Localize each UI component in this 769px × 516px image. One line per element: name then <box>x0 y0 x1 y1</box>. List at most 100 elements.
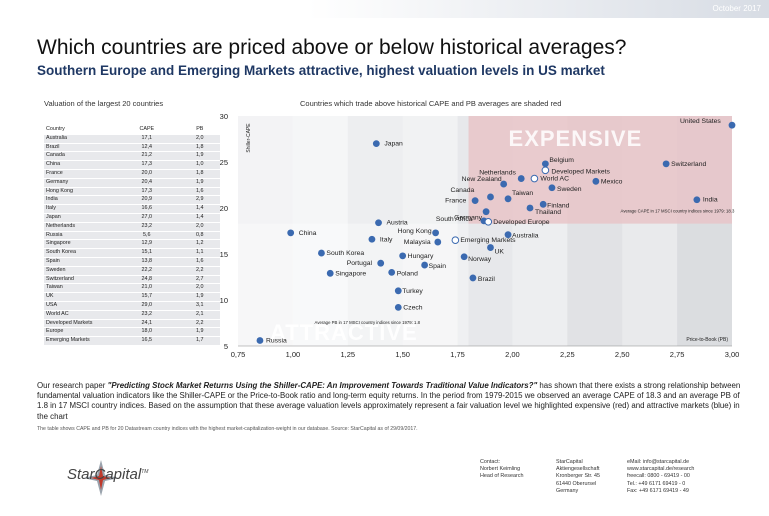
x-tick-label: 2,25 <box>560 350 575 359</box>
table-row: Singapore 12,9 1,2 <box>44 239 220 250</box>
pb-cell: 1,9 <box>179 151 220 162</box>
table-row: Hong Kong 17,3 1,6 <box>44 187 220 197</box>
table-row: Taiwan 21,0 2,0 <box>44 283 220 294</box>
country-cell: USA <box>44 301 114 311</box>
table-row: Spain 13,8 1,6 <box>44 257 220 267</box>
point-label: Australia <box>512 233 539 240</box>
table-row: Australia 17,1 2,0 <box>44 134 220 144</box>
expensive-label: EXPENSIVE <box>509 126 643 151</box>
cape-cell: 15,1 <box>114 248 180 258</box>
pb-cell: 1,2 <box>179 239 220 250</box>
y-tick-label: 5 <box>224 342 228 351</box>
pb-cell: 1,6 <box>179 257 220 267</box>
point-label: United States <box>680 118 721 125</box>
country-cell: Switzerland <box>44 275 114 285</box>
cape-cell: 21,0 <box>114 283 180 294</box>
plot-band <box>402 116 458 346</box>
data-point <box>539 200 547 208</box>
data-point <box>662 160 670 168</box>
tel-line: Tel.: +49 6171 69419 - 0 <box>627 480 686 487</box>
contact-line: Contact: <box>480 459 501 465</box>
website-link[interactable]: www.starcapital.de/research <box>627 466 695 473</box>
pb-cell: 1,4 <box>179 213 220 223</box>
data-point <box>256 337 264 344</box>
pb-cell: 2,0 <box>179 134 220 144</box>
point-label: Brazil <box>478 276 495 283</box>
data-point <box>487 193 494 201</box>
point-label: Turkey <box>402 288 423 295</box>
point-label: Russia <box>266 337 287 344</box>
pb-cell: 1,6 <box>179 187 220 197</box>
point-label: South Africa <box>436 216 473 223</box>
cape-cell: 12,4 <box>114 143 180 153</box>
data-point <box>728 121 736 129</box>
company-line: 61440 Oberursel <box>556 480 597 487</box>
x-tick-label: 3,00 <box>725 350 740 359</box>
data-point <box>432 229 439 237</box>
contact-line: Norbert Keimling <box>480 466 521 473</box>
point-label: Switzerland <box>671 161 706 168</box>
cape-cell: 21,2 <box>114 151 180 162</box>
page-title: Which countries are priced above or belo… <box>37 36 627 59</box>
pb-cell: 2,2 <box>179 319 220 329</box>
country-cell: Singapore <box>44 239 114 250</box>
point-label: Hong Kong <box>398 228 432 235</box>
data-point <box>377 259 385 267</box>
data-point <box>504 195 512 203</box>
data-point <box>487 244 494 251</box>
x-tick-label: 1,50 <box>395 350 410 359</box>
cape-cell: 22,2 <box>114 266 180 276</box>
pb-cell: 2,0 <box>179 283 220 294</box>
x-tick-label: 0,75 <box>231 350 246 359</box>
point-label: Portugal <box>347 260 373 267</box>
table-row: South Korea 15,1 1,1 <box>44 248 220 258</box>
pb-cell: 2,1 <box>179 310 220 320</box>
data-point <box>504 231 512 239</box>
pb-cell: 1,7 <box>179 336 220 346</box>
data-point <box>388 269 396 276</box>
table-header-row: Country CAPE PB <box>44 126 220 135</box>
cape-cell: 15,7 <box>114 292 180 302</box>
country-cell: Developed Markets <box>44 319 114 329</box>
point-label: Finland <box>547 202 570 209</box>
point-label: Developed Markets <box>551 168 610 175</box>
point-label: Thailand <box>535 209 561 216</box>
y-tick-label: 20 <box>220 204 228 213</box>
footer-web: eMail: info@starcapital.de www.starcapit… <box>627 459 694 495</box>
x-tick-label: 2,75 <box>670 350 685 359</box>
table-row: Emerging Markets 16,5 1,7 <box>44 336 220 346</box>
data-point <box>541 160 549 168</box>
country-cell: India <box>44 195 114 206</box>
data-point <box>693 196 701 204</box>
table-row: France 20,0 1,8 <box>44 169 220 179</box>
data-point <box>421 261 429 269</box>
page-subtitle: Southern Europe and Emerging Markets att… <box>37 63 605 78</box>
cape-cell: 24,1 <box>114 319 180 329</box>
table-row: Canada 21,2 1,9 <box>44 151 220 162</box>
cape-cell: 5,6 <box>114 231 180 241</box>
data-point <box>394 287 402 295</box>
country-cell: World AC <box>44 310 114 320</box>
table-row: Brazil 12,4 1,8 <box>44 143 220 153</box>
plot-band <box>238 116 293 346</box>
paragraph-body: has shown that there exists a strong rel… <box>37 381 741 421</box>
cape-cell: 20,4 <box>114 178 180 188</box>
table-row: Developed Markets 24,1 2,2 <box>44 319 220 329</box>
cape-cell: 12,9 <box>114 239 180 250</box>
table-row: India 20,9 2,9 <box>44 195 220 206</box>
table-row: Sweden 22,2 2,2 <box>44 266 220 276</box>
country-cell: Japan <box>44 213 114 223</box>
pb-cell: 2,7 <box>179 275 220 285</box>
fax-line: Fax: +49 6171 69419 - 49 <box>627 487 689 494</box>
company-line: Aktiengesellschaft <box>556 466 600 473</box>
company-line: Kronberger Str. 45 <box>556 473 601 480</box>
email-link[interactable]: eMail: info@starcapital.de <box>627 459 690 465</box>
cape-cell: 29,0 <box>114 301 180 311</box>
cape-cell: 23,2 <box>114 222 180 232</box>
y-tick-label: 25 <box>220 158 228 167</box>
cape-cell: 13,8 <box>114 257 180 267</box>
point-label: New Zealand <box>462 176 502 183</box>
point-label: Singapore <box>335 270 366 277</box>
cape-cell: 27,0 <box>114 213 180 223</box>
